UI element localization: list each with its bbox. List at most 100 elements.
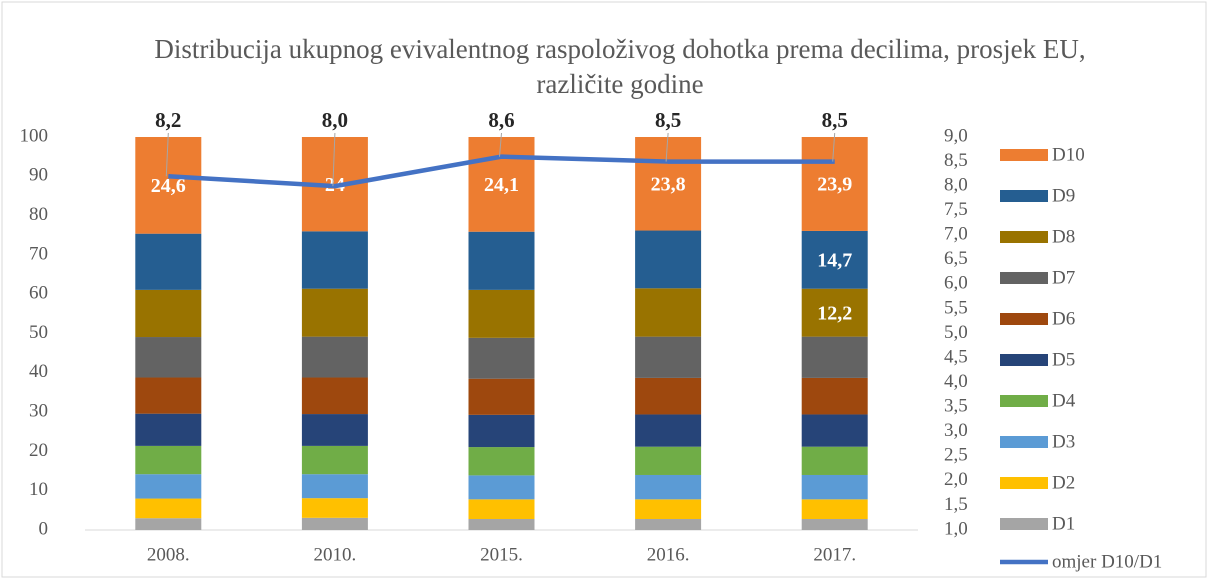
bar-segment <box>635 414 702 447</box>
chart-title: Distribucija ukupnog evivalentnog raspol… <box>154 34 1086 99</box>
y-tick-label: 0 <box>39 518 49 539</box>
bar-segment <box>135 377 202 414</box>
leader-line <box>165 132 169 177</box>
bar-segment <box>801 446 868 475</box>
legend-swatch <box>1000 436 1048 448</box>
bar-segment <box>801 336 868 378</box>
bar-segment <box>468 137 535 232</box>
bar-segment <box>301 231 368 289</box>
bar-segment <box>635 137 702 231</box>
bar-segment <box>135 337 202 378</box>
bar-segment <box>468 414 535 448</box>
x-tick-label: 2008. <box>147 544 190 565</box>
bar-segment <box>801 288 868 337</box>
bar-segment <box>801 474 868 500</box>
leader-line <box>832 132 836 162</box>
bar-segment <box>301 288 368 337</box>
data-label: 24,6 <box>151 175 186 197</box>
data-label: 14,7 <box>817 249 852 271</box>
bar-segment <box>635 499 702 519</box>
y2-tick-label: 4,0 <box>944 371 968 392</box>
bar-segment <box>301 474 368 499</box>
y2-tick-label: 7,5 <box>944 199 968 220</box>
y2-tick-label: 1,5 <box>944 494 968 515</box>
legend-label: D9 <box>1052 185 1075 206</box>
y2-tick-label: 3,0 <box>944 420 968 441</box>
legend-swatch <box>1000 190 1048 202</box>
bar-segment <box>635 230 702 289</box>
y-tick-label: 10 <box>29 479 48 500</box>
bar-segment <box>135 137 202 234</box>
data-label: 23,9 <box>817 174 852 196</box>
bar-segment <box>468 475 535 500</box>
bar-segment <box>801 137 868 231</box>
y-tick-label: 80 <box>29 204 48 225</box>
bar-segment <box>468 378 535 415</box>
data-label: 23,8 <box>651 173 686 195</box>
legend-swatch <box>1000 518 1048 530</box>
bar-segment <box>801 414 868 447</box>
leader-line <box>665 132 669 162</box>
y-tick-label: 70 <box>29 243 48 264</box>
y-tick-label: 40 <box>29 361 48 382</box>
y2-tick-label: 2,0 <box>944 469 968 490</box>
bar-segment <box>135 233 202 290</box>
bar-segment <box>468 499 535 519</box>
y2-tick-label: 1,0 <box>944 518 968 539</box>
bar-segment <box>635 518 702 530</box>
x-tick-label: 2017. <box>813 544 856 565</box>
bar-segment <box>135 289 202 338</box>
leader-line <box>332 132 336 187</box>
data-label: 12,2 <box>817 302 852 324</box>
y2-tick-label: 5,5 <box>944 297 968 318</box>
bar-segment <box>635 288 702 337</box>
y2-tick-label: 9,0 <box>944 125 968 146</box>
line-series <box>168 154 835 189</box>
y-tick-label: 60 <box>29 283 48 304</box>
legend-label: D2 <box>1052 472 1075 493</box>
bar-segment <box>301 445 368 475</box>
bar-segment <box>301 498 368 518</box>
y2-tick-label: 8,0 <box>944 174 968 195</box>
legend-swatch <box>1000 477 1048 489</box>
leader-line <box>499 132 502 157</box>
y2-tick-label: 6,5 <box>944 248 968 269</box>
legend-label: D7 <box>1052 267 1075 288</box>
y-tick-label: 50 <box>29 322 48 343</box>
y-tick-label: 90 <box>29 165 48 186</box>
legend-swatch <box>1000 149 1048 161</box>
legend-label: D6 <box>1052 308 1075 329</box>
bar-segment <box>301 414 368 446</box>
y-tick-label: 20 <box>29 440 48 461</box>
bar-segment <box>801 499 868 519</box>
legend-label: D1 <box>1052 513 1075 534</box>
data-label: 24,1 <box>484 174 519 196</box>
legend-swatch <box>1000 231 1048 243</box>
legend-swatch <box>1000 395 1048 407</box>
y2-tick-label: 3,5 <box>944 396 968 417</box>
legend-label: D10 <box>1052 144 1085 165</box>
bar-segment <box>468 337 535 379</box>
bar-segment <box>801 230 868 289</box>
x-tick-label: 2010. <box>314 544 357 565</box>
bar-segment <box>301 517 368 530</box>
data-label: 8,2 <box>155 108 181 132</box>
data-label: 8,5 <box>822 108 848 132</box>
bar-segment <box>135 498 202 519</box>
bar-segment <box>301 377 368 415</box>
bar-segment <box>135 518 202 530</box>
bar-segment <box>468 231 535 290</box>
y2-tick-label: 4,5 <box>944 346 968 367</box>
y2-tick-label: 2,5 <box>944 445 968 466</box>
y2-tick-label: 8,5 <box>944 150 968 171</box>
bar-segment <box>635 377 702 415</box>
bar-segment <box>635 474 702 500</box>
y-tick-label: 100 <box>20 125 49 146</box>
bar-segment <box>135 445 202 475</box>
bar-segment <box>468 289 535 338</box>
bar-segment <box>301 336 368 378</box>
y2-tick-label: 5,0 <box>944 322 968 343</box>
x-tick-label: 2016. <box>647 544 690 565</box>
